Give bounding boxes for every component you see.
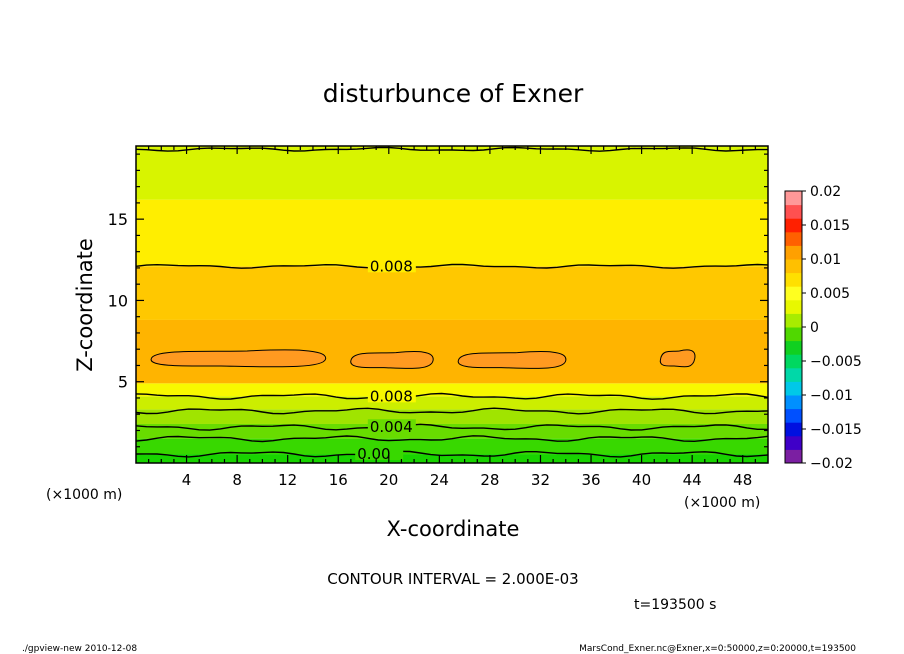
x-tick-label-24: 24 xyxy=(430,471,449,489)
contour-label-bg-2 xyxy=(367,419,416,434)
x-tick-label-36: 36 xyxy=(581,471,600,489)
colorbar-cell-8 xyxy=(785,340,802,355)
contour-line-1 xyxy=(135,392,769,400)
colorbar-cell-5 xyxy=(785,381,802,396)
y-tick-label-15: 15 xyxy=(108,210,128,229)
colorbar-cell-10 xyxy=(785,313,802,328)
x-tick-label-28: 28 xyxy=(480,471,499,489)
time-label: t=193500 s xyxy=(634,597,716,613)
colorbar: 0.02 0.015 0.01 0.005 0 −0.005 −0.01 −0.015 −0.0… xyxy=(784,184,862,472)
colorbar-cell-16 xyxy=(785,231,802,246)
color-band-0 xyxy=(136,454,768,463)
colorbar-cell-3 xyxy=(785,408,802,423)
colorbar-cell-4 xyxy=(785,395,802,410)
y-axis-ticks: 5 10 15 xyxy=(108,153,768,448)
colorbar-cell-17 xyxy=(785,218,802,233)
contour-label-bg-3 xyxy=(355,446,404,461)
contour-line-2 xyxy=(135,423,769,431)
x-tick-label-40: 40 xyxy=(632,471,651,489)
colorbar-cell-13 xyxy=(785,272,802,287)
colorbar-cell-9 xyxy=(785,327,802,342)
colorbar-label-7: −0.015 xyxy=(810,422,862,438)
colorbar-cell-1 xyxy=(785,435,802,450)
colorbar-cell-2 xyxy=(785,422,802,437)
x-tick-label-12: 12 xyxy=(278,471,297,489)
colorbar-label-2: 0.01 xyxy=(810,252,841,268)
colorbar-label-1: 0.015 xyxy=(810,218,850,234)
contour-label-bg-1 xyxy=(367,388,416,403)
color-band-4 xyxy=(136,396,768,410)
x-tick-label-4: 4 xyxy=(182,471,192,489)
colorbar-cell-15 xyxy=(785,245,802,260)
contour-line-6 xyxy=(135,435,769,443)
footer-right: MarsCond_Exner.nc@Exner,x=0:50000,z=0:20… xyxy=(579,644,856,654)
contour-blob-1 xyxy=(350,351,434,369)
x-unit-left: (×1000 m) xyxy=(46,487,122,503)
color-band-9 xyxy=(136,146,768,200)
contour-line-0 xyxy=(135,263,769,269)
colorbar-label-6: −0.01 xyxy=(810,388,853,404)
plot-area: 0.008 0.008 0.004 0.00 xyxy=(135,146,769,463)
colorbar-cell-6 xyxy=(785,367,802,382)
colorbar-cell-11 xyxy=(785,299,802,314)
contour-blob-3 xyxy=(659,349,696,368)
x-tick-label-44: 44 xyxy=(683,471,702,489)
colorbar-label-5: −0.005 xyxy=(810,354,862,370)
x-unit-right: (×1000 m) xyxy=(684,495,760,511)
colorbar-label-8: −0.02 xyxy=(810,456,853,472)
color-band-5 xyxy=(136,383,768,397)
contour-line-3 xyxy=(135,450,769,458)
contour-blob-2 xyxy=(457,351,567,369)
color-band-7 xyxy=(136,266,768,320)
contour-blob-0 xyxy=(150,349,327,368)
x-tick-label-48: 48 xyxy=(733,471,752,489)
x-tick-label-20: 20 xyxy=(379,471,398,489)
chart-title: disturbunce of Exner xyxy=(323,79,584,108)
y-axis-label: Z-coordinate xyxy=(73,238,97,372)
color-band-8 xyxy=(136,199,768,267)
colorbar-cell-14 xyxy=(785,259,802,274)
y-tick-label-10: 10 xyxy=(108,291,128,310)
colorbar-label-4: 0 xyxy=(810,320,819,336)
contour-label-bg-0 xyxy=(367,258,416,273)
contour-label-1: 0.008 xyxy=(370,387,413,405)
colorbar-cell-19 xyxy=(785,191,802,206)
contour-label-0: 0.008 xyxy=(370,257,413,275)
x-axis-ticks: 4 8 12 16 20 24 28 32 36 40 44 48 xyxy=(148,146,756,489)
x-tick-label-16: 16 xyxy=(329,471,348,489)
contour-label-3: 0.00 xyxy=(357,445,390,463)
colorbar-cell-7 xyxy=(785,354,802,369)
color-band-3 xyxy=(136,409,768,424)
y-tick-label-5: 5 xyxy=(118,373,128,392)
colorbar-cell-0 xyxy=(785,449,802,464)
contour-interval: CONTOUR INTERVAL = 2.000E-03 xyxy=(327,570,578,588)
colorbar-cell-12 xyxy=(785,286,802,301)
colorbar-label-0: 0.02 xyxy=(810,184,841,200)
x-tick-label-8: 8 xyxy=(232,471,242,489)
colorbar-cell-18 xyxy=(785,204,802,219)
contour-label-2: 0.004 xyxy=(370,418,413,436)
color-band-1 xyxy=(136,438,768,455)
colorbar-label-3: 0.005 xyxy=(810,286,850,302)
footer-left: ./gpview-new 2010-12-08 xyxy=(22,644,137,654)
x-axis-label: X-coordinate xyxy=(387,517,520,541)
x-tick-label-32: 32 xyxy=(531,471,550,489)
contour-line-5 xyxy=(135,407,769,415)
